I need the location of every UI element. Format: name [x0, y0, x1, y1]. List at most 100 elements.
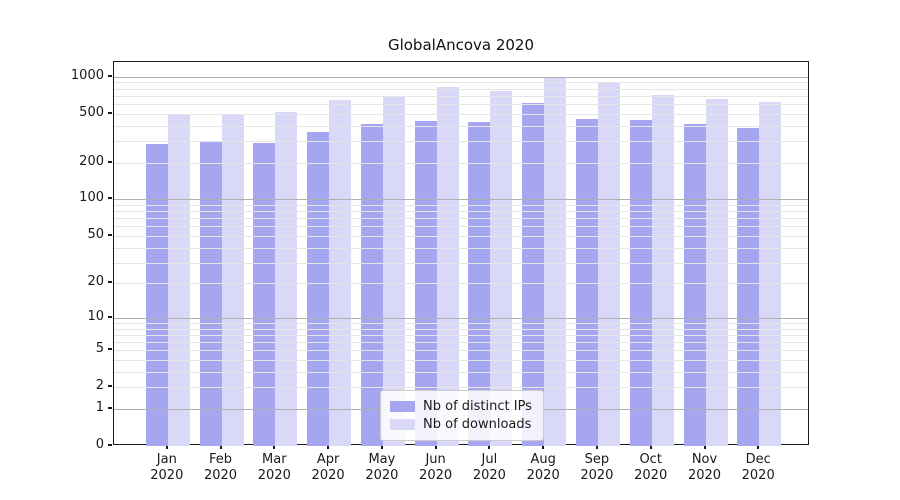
- y-tick-label: 100: [79, 190, 104, 206]
- gridline-minor: [114, 82, 808, 84]
- bar-downloads: [382, 97, 405, 446]
- gridline-minor: [114, 328, 808, 330]
- gridline-minor: [114, 95, 808, 97]
- bar-distinct-ips: [307, 131, 330, 446]
- y-tick-label: 1000: [70, 67, 104, 83]
- y-tick-mark: [108, 385, 112, 388]
- gridline-minor: [114, 323, 808, 324]
- legend: Nb of distinct IPs Nb of downloads: [380, 390, 544, 441]
- x-tick-mark: [219, 445, 222, 449]
- gridline-minor: [114, 371, 808, 373]
- bar-distinct-ips: [253, 142, 276, 446]
- chart-title: GlobalAncova 2020: [387, 36, 535, 54]
- gridline-minor: [114, 342, 808, 343]
- gridline-minor: [114, 162, 808, 164]
- x-tick-label: Jun 2020: [419, 452, 453, 483]
- gridline-minor: [114, 283, 808, 285]
- x-tick-mark: [542, 445, 545, 449]
- x-tick-mark: [488, 445, 491, 449]
- bar-distinct-ips: [683, 124, 706, 446]
- gridline-minor: [114, 125, 808, 127]
- bar-downloads: [167, 114, 190, 446]
- gridline-minor: [114, 218, 808, 220]
- x-tick-mark: [273, 445, 276, 449]
- bar-distinct-ips: [575, 118, 598, 446]
- bar-downloads: [597, 82, 620, 446]
- y-tick-mark: [108, 197, 112, 200]
- x-tick-label: Oct 2020: [634, 452, 668, 483]
- bar-downloads: [275, 111, 298, 446]
- x-tick-label: Dec 2020: [741, 452, 775, 483]
- x-tick-mark: [380, 445, 383, 449]
- y-tick-label: 2: [95, 378, 104, 394]
- gridline-minor: [114, 104, 808, 106]
- y-tick-mark: [108, 160, 112, 163]
- bar-downloads: [651, 94, 674, 446]
- y-tick-label: 10: [87, 308, 104, 324]
- y-tick-mark: [108, 233, 112, 236]
- y-tick-mark: [108, 281, 112, 284]
- x-tick-label: Jan 2020: [150, 452, 184, 483]
- legend-label: Nb of downloads: [423, 417, 532, 432]
- gridline-major: [114, 76, 808, 78]
- legend-item: Nb of downloads: [390, 416, 534, 433]
- x-tick-mark: [649, 445, 652, 449]
- gridline-minor: [114, 113, 808, 115]
- bar-downloads: [490, 91, 513, 446]
- x-tick-label: Jul 2020: [472, 452, 506, 483]
- bar-distinct-ips: [360, 123, 383, 446]
- gridline-minor: [114, 205, 808, 206]
- x-tick-mark: [434, 445, 437, 449]
- x-tick-label: Apr 2020: [311, 452, 345, 483]
- gridline-minor: [114, 88, 808, 90]
- legend-swatch-downloads: [390, 419, 415, 430]
- gridline-minor: [114, 226, 808, 228]
- bar-downloads: [329, 99, 352, 446]
- x-tick-label: Feb 2020: [203, 452, 238, 483]
- x-tick-label: Aug 2020: [526, 452, 560, 483]
- y-tick-mark: [108, 407, 112, 409]
- bar-downloads: [759, 101, 782, 446]
- y-tick-label: 500: [79, 104, 104, 120]
- y-tick-label: 0: [95, 437, 104, 452]
- gridline-major: [114, 199, 808, 201]
- x-tick-label: Mar 2020: [257, 452, 291, 483]
- bar-distinct-ips: [737, 127, 760, 446]
- y-tick-mark: [108, 348, 112, 351]
- gridline-minor: [114, 387, 808, 389]
- bar-distinct-ips: [145, 143, 168, 446]
- y-tick-label: 1: [95, 400, 104, 415]
- x-tick-mark: [757, 445, 760, 449]
- x-tick-label: May 2020: [365, 452, 399, 483]
- y-tick-mark: [108, 315, 112, 318]
- x-tick-mark: [595, 445, 598, 449]
- x-tick-label: Sep 2020: [580, 452, 614, 483]
- x-tick-mark: [327, 445, 330, 449]
- bar-distinct-ips: [629, 119, 652, 446]
- plot-area: [113, 61, 809, 446]
- y-tick-mark: [108, 74, 112, 77]
- y-tick-label: 20: [87, 274, 104, 290]
- gridline-minor: [114, 334, 808, 336]
- bar-downloads: [221, 114, 244, 446]
- gridline-minor: [114, 247, 808, 249]
- gridline-minor: [114, 262, 808, 264]
- bar-downloads: [705, 98, 728, 446]
- x-tick-mark: [703, 445, 706, 449]
- legend-label: Nb of distinct IPs: [423, 399, 532, 414]
- y-tick-mark: [108, 444, 112, 446]
- legend-item: Nb of distinct IPs: [390, 398, 534, 415]
- y-tick-label: 5: [95, 341, 104, 357]
- gridline-minor: [114, 235, 808, 237]
- bar-downloads: [544, 77, 567, 446]
- gridline-minor: [114, 350, 808, 352]
- bar-distinct-ips: [199, 141, 222, 446]
- gridline-minor: [114, 141, 808, 142]
- bar-downloads: [436, 87, 459, 446]
- y-tick-label: 50: [87, 226, 104, 242]
- x-tick-mark: [165, 445, 168, 449]
- gridline-major: [114, 317, 808, 319]
- gridline-minor: [114, 360, 808, 361]
- legend-swatch-distinct-ips: [390, 401, 415, 412]
